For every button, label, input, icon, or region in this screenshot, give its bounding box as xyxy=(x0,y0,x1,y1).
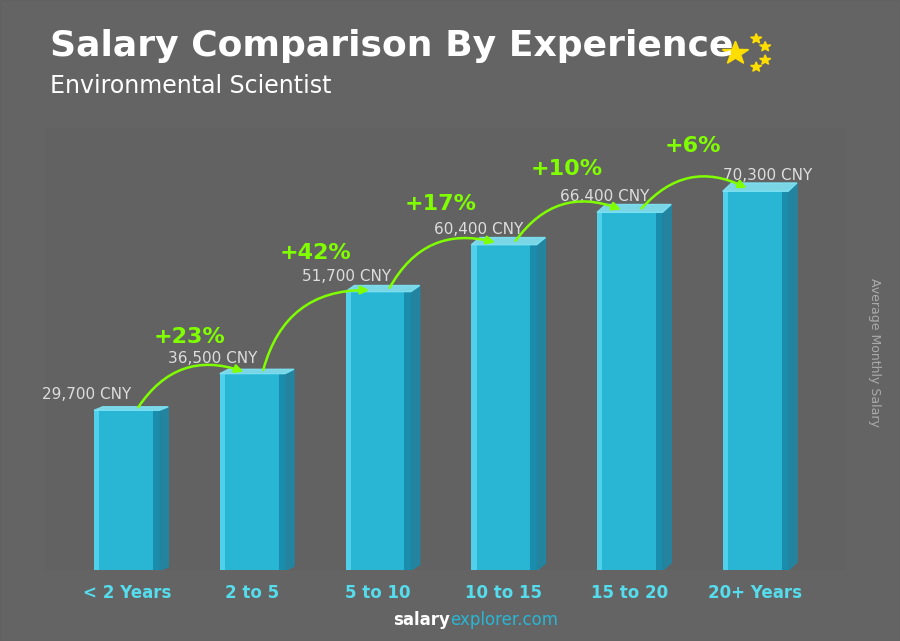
Text: 29,700 CNY: 29,700 CNY xyxy=(42,387,131,402)
Text: 60,400 CNY: 60,400 CNY xyxy=(434,222,524,237)
Text: 66,400 CNY: 66,400 CNY xyxy=(560,189,649,204)
Bar xyxy=(530,245,536,570)
Bar xyxy=(153,410,159,570)
Polygon shape xyxy=(94,407,168,410)
Polygon shape xyxy=(723,183,797,191)
Polygon shape xyxy=(472,238,545,245)
Polygon shape xyxy=(597,204,671,212)
Polygon shape xyxy=(751,62,761,71)
Bar xyxy=(279,374,285,570)
Bar xyxy=(346,292,351,570)
Text: +42%: +42% xyxy=(280,243,351,263)
Bar xyxy=(220,374,285,570)
Polygon shape xyxy=(760,42,770,51)
Bar xyxy=(723,191,728,570)
Bar xyxy=(723,191,788,570)
Polygon shape xyxy=(220,369,294,374)
Text: Salary Comparison By Experience: Salary Comparison By Experience xyxy=(50,29,733,63)
Text: Environmental Scientist: Environmental Scientist xyxy=(50,74,331,97)
Text: Average Monthly Salary: Average Monthly Salary xyxy=(868,278,881,427)
Text: +23%: +23% xyxy=(154,327,226,347)
Polygon shape xyxy=(662,204,671,570)
Text: explorer.com: explorer.com xyxy=(450,612,558,629)
Bar xyxy=(94,410,99,570)
Polygon shape xyxy=(723,41,749,63)
Text: +6%: +6% xyxy=(664,136,721,156)
Text: salary: salary xyxy=(393,612,450,629)
Polygon shape xyxy=(159,407,168,570)
Polygon shape xyxy=(536,238,545,570)
Polygon shape xyxy=(788,183,797,570)
Bar xyxy=(597,212,602,570)
Bar xyxy=(472,245,536,570)
Text: 51,700 CNY: 51,700 CNY xyxy=(302,269,392,283)
Text: 36,500 CNY: 36,500 CNY xyxy=(167,351,256,365)
Polygon shape xyxy=(285,369,294,570)
Polygon shape xyxy=(751,33,761,43)
Bar xyxy=(94,410,159,570)
Bar xyxy=(781,191,788,570)
Polygon shape xyxy=(760,55,770,64)
Bar xyxy=(597,212,662,570)
Text: 70,300 CNY: 70,300 CNY xyxy=(724,168,813,183)
Bar xyxy=(472,245,476,570)
Polygon shape xyxy=(411,285,419,570)
Polygon shape xyxy=(346,285,419,292)
Text: +17%: +17% xyxy=(405,194,477,213)
Bar xyxy=(220,374,225,570)
Text: +10%: +10% xyxy=(531,159,603,179)
Bar xyxy=(346,292,411,570)
Bar xyxy=(656,212,662,570)
Bar xyxy=(404,292,411,570)
